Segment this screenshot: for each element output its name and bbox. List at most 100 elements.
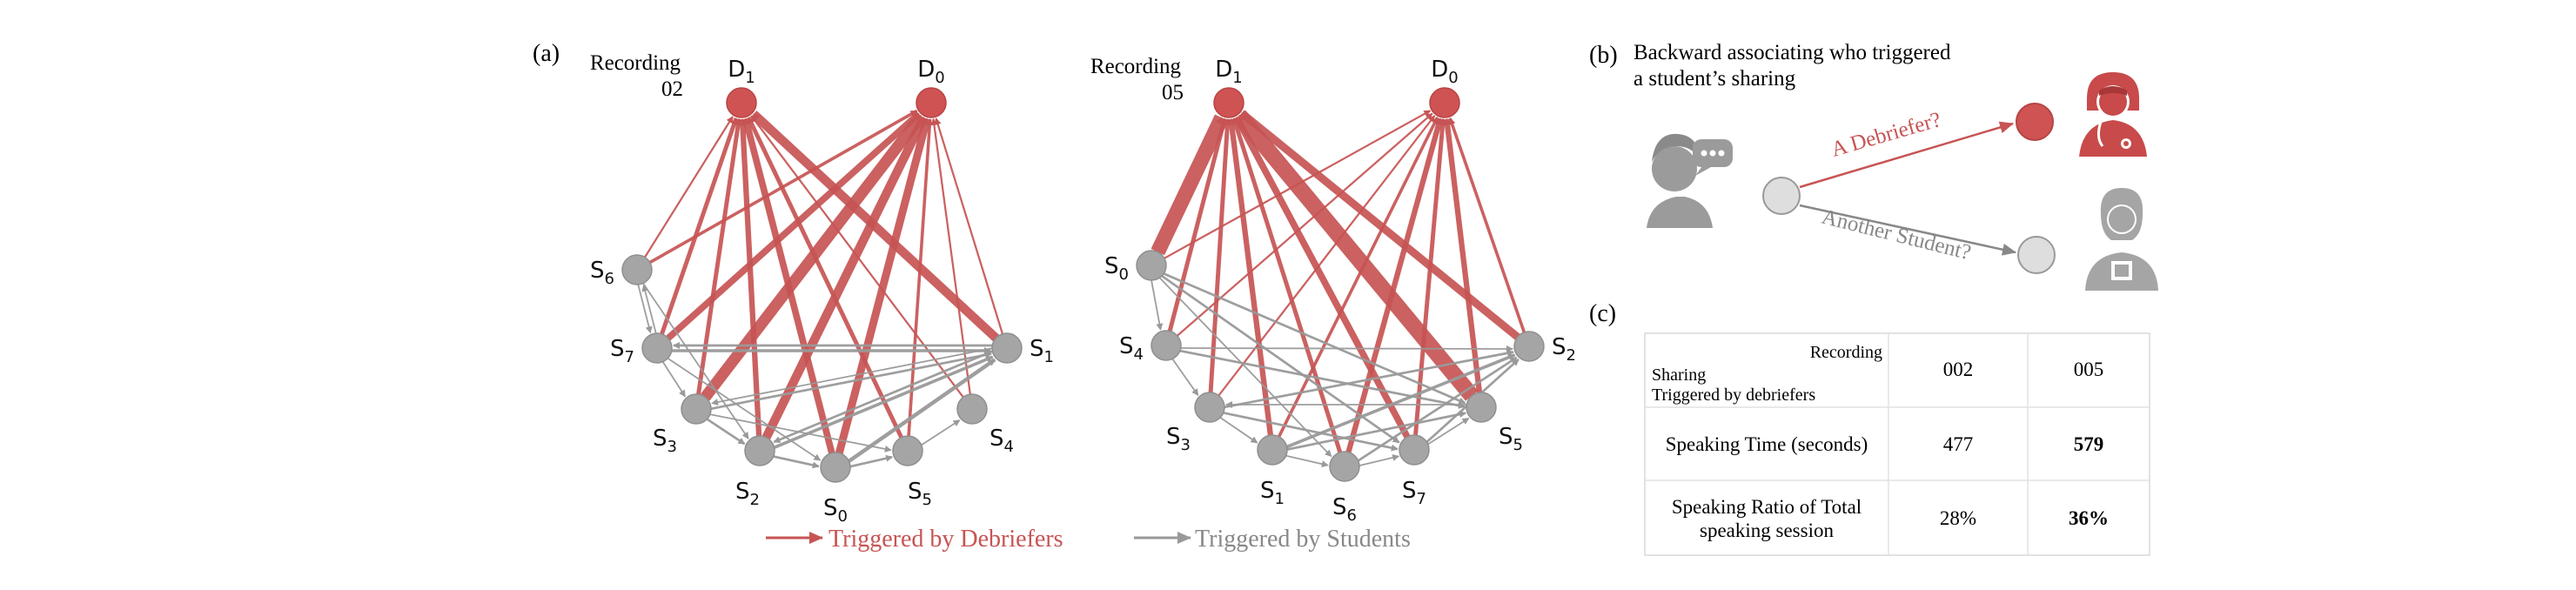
edge-s2-to-d1 [739,118,762,437]
edge-s0-to-s1 [848,358,996,463]
edge-s4-to-s3 [1171,359,1199,397]
edge-s0-to-s4 [1150,280,1164,331]
edge-s3-to-s1 [711,352,992,411]
edge-s6-to-d0 [1345,117,1444,453]
node-label-s2: S2 [1552,334,1576,365]
panel-b-title-line2: a student’s sharing [1633,67,1796,91]
edge-s5-to-d1 [746,117,903,439]
node-s6 [1329,451,1360,482]
node-s4 [956,393,988,425]
edge-s6-to-d1 [1231,117,1343,453]
edge-s1-to-s2 [773,350,993,444]
edge-s7-to-s6 [641,284,657,334]
edge-s4-to-d0 [930,117,971,395]
edge-s3-to-s5 [709,413,892,453]
edge-s0-to-s7 [1161,275,1400,444]
edge-s2-to-d0 [1448,117,1526,333]
legend-debriefer-label: Triggered by Debriefers [828,526,1063,553]
edge-s3-to-d1 [1208,118,1231,393]
table-border [1644,332,2150,556]
node-label-s1: S1 [1030,336,1054,366]
node-label-s4: S4 [1119,333,1144,364]
table-row-label: speaking session [1700,520,1834,541]
edge-s0-to-d0 [835,117,931,454]
edge-s7-to-s5 [1427,417,1470,446]
student-node [2017,236,2056,274]
edge-s2-to-s0 [773,455,820,469]
node-label-s0: S0 [1104,253,1129,284]
node-label-s3: S3 [1166,424,1191,454]
node-s3 [1194,392,1225,423]
table-row-label: Speaking Time (seconds) [1666,433,1868,455]
edge-s1-to-d0 [934,117,1004,335]
edge-s3-to-s7 [1223,412,1399,452]
node-label-s5: S5 [1499,424,1523,454]
node-d1 [726,87,757,118]
edge-s7-to-s3 [661,361,686,398]
edge-s0-to-d1 [1150,114,1229,256]
speaking-person-icon [1647,133,1733,228]
edge-s4-to-d1 [1167,117,1227,332]
edge-s6-to-s7 [1358,454,1400,466]
table-row-label: Speaking Ratio of Total [1672,496,1862,518]
node-s7 [1399,434,1430,466]
edge-s6-to-s2 [642,283,749,439]
label-another-student: Another Student? [1820,205,1974,265]
edge-s1-to-s2 [1286,353,1516,449]
edge-s2-to-s1 [774,355,994,449]
node-label-s6: S6 [1332,494,1357,525]
panel-b-label: (b) [1589,42,1618,69]
student-person-icon [2085,188,2158,291]
edge-s7-to-d1 [660,117,739,335]
node-s0 [820,452,851,483]
graph-title-line2: 05 [1162,81,1184,104]
node-label-s7: S7 [610,336,634,366]
node-label-s0: S0 [823,495,848,526]
node-label-s4: S4 [989,426,1014,456]
edge-s1-to-s3 [711,347,992,406]
network-graph-recording-02: Recording 02 D1 D0 S6 S7 S1 S3 S4 S2 S0 S5 [590,51,1054,526]
table-cell: 477 [1943,433,1974,455]
arrow-to-debriefer [1799,121,2014,189]
node-d0 [916,87,947,118]
label-a-debriefer: A Debriefer? [1828,108,1943,162]
edge-s6-to-s2 [1358,356,1518,462]
node-label-s1: S1 [1260,478,1285,508]
node-label-d0: D0 [917,57,944,87]
node-label-d1: D1 [728,57,755,87]
edge-s5-to-d0 [1444,117,1483,393]
graph-nodes: D1 D0 S0 S4 S2 S3 S5 S1 S6 S7 [1104,57,1576,525]
network-graph-recording-05: Recording 05 D1 D0 S0 S4 S2 S3 S5 S1 S6 S7 [1090,55,1576,525]
panel-c-label: (c) [1589,300,1616,327]
edge-s5-to-s4 [921,419,961,446]
edge-s2-to-d0 [761,115,929,439]
graph-nodes: D1 D0 S6 S7 S1 S3 S4 S2 S0 S5 [590,57,1054,526]
node-label-d0: D0 [1431,57,1458,87]
node-s2 [1513,331,1545,362]
node-d0 [1429,87,1460,118]
doctor-icon [2079,72,2147,157]
edge-s5-to-d0 [907,118,934,437]
node-s3 [681,393,712,425]
node-s6 [621,254,653,285]
node-s1 [991,332,1023,364]
graph-title-line1: Recording [590,51,681,75]
node-s7 [641,332,673,364]
edge-s1-to-s5 [1287,411,1466,451]
node-label-s7: S7 [1402,478,1426,508]
edge-s1-to-s6 [1285,454,1329,468]
edge-s0-to-d1 [741,117,835,454]
node-label-s2: S2 [735,479,760,509]
edge-s4-to-s5 [1179,349,1466,409]
table-cell: 579 [2074,433,2104,455]
legend-student-label: Triggered by Students [1195,526,1411,553]
graph-title-line2: 02 [661,77,683,101]
edge-s6-to-s7 [637,284,653,334]
node-s2 [744,435,775,466]
node-s4 [1150,330,1182,361]
node-label-s5: S5 [908,479,932,509]
edge-s4-to-s2 [1180,345,1513,352]
table-header-row-line1: Sharing [1652,365,1706,385]
edge-s0-to-s5 [1163,272,1466,405]
